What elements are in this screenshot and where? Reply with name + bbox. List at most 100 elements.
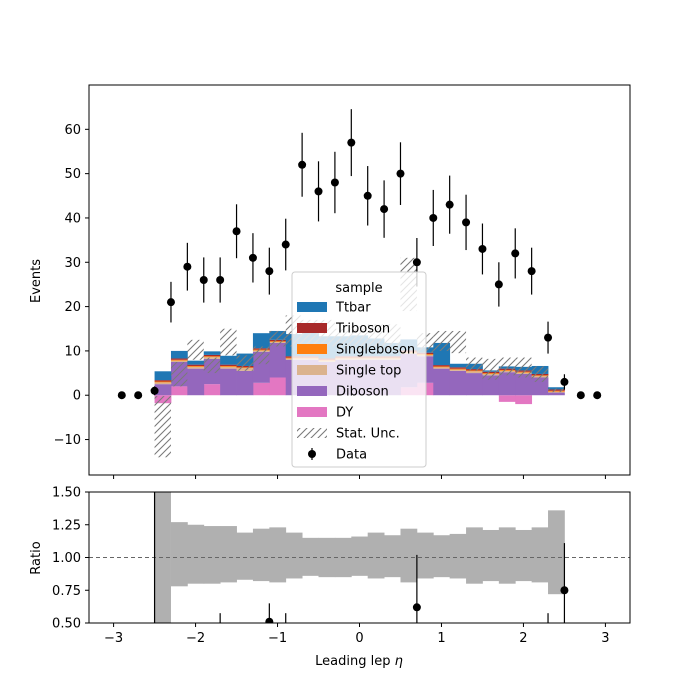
ratio-band-bin [318,537,336,578]
bar-triboson [187,364,205,366]
bar-single-top [154,382,172,385]
y-tick-label: 50 [64,167,81,182]
bar-single-top [220,366,237,369]
ratio-y-axis-label: Ratio [29,541,44,574]
data-point [445,200,454,209]
ratio-y-axis: 0.50 0.75 1.00 1.25 1.50 [52,486,89,632]
ratio-band-bin [416,532,434,579]
ratio-x-axis: −3 −2 −1 0 1 2 3 [104,623,610,646]
bar-singleboson [170,359,188,361]
data-point [494,280,503,289]
ratio-band-bin [548,510,565,595]
ratio-y-tick-label: 0.75 [52,584,81,599]
bar-diboson [236,370,254,396]
bar-diboson [187,368,205,396]
bar-ttbar [220,355,237,365]
ratio-panel: 0.50 0.75 1.00 1.25 1.50 −3 −2 −1 0 1 2 3 Ratio Le… [29,486,631,669]
stat-unc-bin [498,357,516,376]
data-point [183,262,192,271]
data-point [462,218,471,227]
legend-label: Ttbar [335,301,371,316]
bar-single-top [433,367,451,369]
data-point [412,258,421,267]
ratio-uncertainty-band [154,492,565,623]
y-tick-label: 0 [73,389,81,404]
ratio-point [265,617,274,623]
bar-singleboson [203,356,221,358]
ratio-band-bin [220,526,237,583]
data-point [232,227,241,236]
data-point [166,298,175,307]
data-point [347,138,356,147]
legend-marker-data [308,450,316,458]
ratio-y-tick-label: 0.50 [52,617,81,632]
ratio-y-tick-label: 1.50 [52,486,81,501]
data-point [396,169,405,178]
bar-ttbar [449,363,467,368]
bar-singleboson [187,365,205,367]
data-point [134,391,143,400]
y-tick-label: −10 [54,433,81,448]
stat-unc-bin [170,361,188,387]
ratio-band-bin [449,533,467,579]
ratio-band-bin [498,527,516,584]
main-x-tickmarks [113,475,606,479]
data-point [216,276,225,284]
bar-singleboson [220,365,237,367]
data-point [380,205,389,214]
legend: sample Ttbar Triboson Singleboson Single to… [291,271,427,468]
data-point [248,253,257,262]
legend-swatch-stat-unc [297,428,327,438]
stat-unc-bin [236,355,253,371]
ratio-band-bin [384,535,401,578]
data-point [298,160,307,169]
bar-ttbar [252,333,270,349]
legend-swatch-diboson [297,386,327,396]
data-point [544,333,553,342]
ratio-point [412,603,421,612]
data-point [429,213,438,222]
legend-swatch-single-top [297,365,327,375]
bar-triboson [433,365,451,367]
legend-frame [291,271,427,468]
bar-diboson [220,368,237,396]
ratio-band-bin [531,527,549,583]
stat-unc-bin [187,339,204,360]
y-tick-label: 40 [64,211,81,226]
ratio-band-bin [302,537,319,576]
legend-swatch-singleboson [297,344,327,354]
x-axis-label: Leading lep η [315,654,403,669]
stat-unc-bin [548,388,565,393]
bar-single-top [187,366,205,369]
bar-dy [170,386,188,396]
legend-label: Diboson [336,385,389,400]
data-point [576,391,585,400]
data-point [281,240,290,249]
data-point [314,187,323,196]
main-y-axis-label: Events [29,259,44,303]
bar-diboson [515,373,533,396]
bar-dy [515,395,533,405]
bar-dy [498,395,516,402]
ratio-y-tick-label: 1.00 [52,551,81,566]
ratio-band-bin [466,527,483,584]
bar-diboson [466,373,483,396]
bar-triboson [220,364,237,366]
y-tick-label: 60 [64,123,81,138]
legend-swatch-ttbar [297,302,327,312]
bar-dy [269,377,287,396]
data-point [527,267,536,276]
bar-diboson [548,392,565,396]
x-tick-label: 0 [355,631,363,646]
bar-single-top [466,371,483,374]
legend-swatch-triboson [297,323,327,333]
bar-triboson [449,367,467,369]
data-point [593,391,602,400]
main-y-axis: −10 0 10 20 30 40 50 60 [54,123,89,448]
ratio-band-bin [170,522,188,587]
stat-unc-bin [433,330,450,351]
bar-diboson [449,370,467,396]
y-tick-label: 10 [64,344,81,359]
ratio-band-bin [187,524,205,584]
